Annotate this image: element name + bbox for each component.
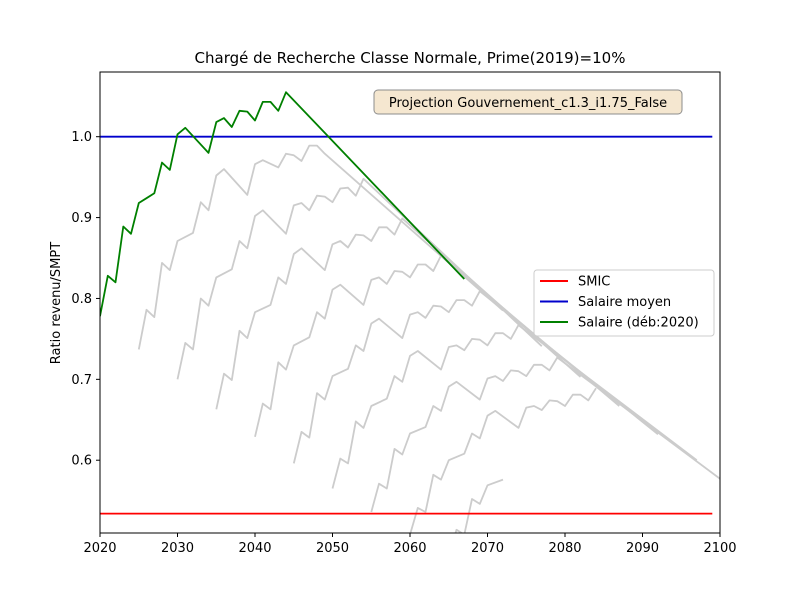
y-axis-ticks: 0.6 0.7 0.8 0.9 1.0 xyxy=(71,130,100,469)
cohort-lines xyxy=(137,144,720,533)
y-tick-label: 0.9 xyxy=(71,211,92,226)
y-tick-label: 1.0 xyxy=(71,130,92,145)
legend-label-smic-line: SMIC xyxy=(578,275,610,290)
annotation-box-background xyxy=(373,89,683,115)
cohort-line-2055 xyxy=(370,356,720,513)
x-tick-label: 2040 xyxy=(238,541,271,556)
x-tick-label: 2080 xyxy=(548,541,581,556)
x-tick-label: 2060 xyxy=(393,541,426,556)
legend-label-salaire-moyen-line: Salaire moyen xyxy=(578,295,671,310)
legend-label-salaire-line: Salaire (déb:2020) xyxy=(578,316,699,331)
y-axis-label: Ratio revenu/SMPT xyxy=(49,242,64,364)
x-axis-ticks: 2020 2030 2040 2050 2060 2070 2080 2090 2100 xyxy=(83,533,737,556)
cohort-line-2065 xyxy=(454,478,504,533)
y-tick-label: 0.7 xyxy=(71,373,92,388)
annotation-text: Projection Gouvernement_c1.3_i1.75_False xyxy=(389,96,667,111)
cohort-line-2050 xyxy=(331,324,698,489)
cohort-line-2040 xyxy=(254,254,620,438)
cohort-line-2045 xyxy=(292,290,659,464)
salaire-line xyxy=(100,91,465,317)
y-tick-label: 0.8 xyxy=(71,292,92,307)
cohort-line-2035 xyxy=(215,217,582,410)
chart-title: Chargé de Recherche Classe Normale, Prim… xyxy=(195,49,626,67)
annotation-box: Projection Gouvernement_c1.3_i1.75_False xyxy=(373,89,683,115)
cohort-line-2030 xyxy=(176,177,543,380)
x-tick-label: 2070 xyxy=(471,541,504,556)
x-tick-label: 2090 xyxy=(626,541,659,556)
cohort-line-2025 xyxy=(137,144,504,350)
legend: SMIC Salaire moyen Salaire (déb:2020) xyxy=(533,269,715,337)
x-tick-label: 2100 xyxy=(703,541,736,556)
y-tick-label: 0.6 xyxy=(71,454,92,469)
main-series-lines xyxy=(100,91,713,515)
legend-frame xyxy=(533,269,715,337)
x-tick-label: 2020 xyxy=(83,541,116,556)
x-tick-label: 2050 xyxy=(316,541,349,556)
x-tick-label: 2030 xyxy=(161,541,194,556)
cohort-line-2060 xyxy=(409,387,597,533)
